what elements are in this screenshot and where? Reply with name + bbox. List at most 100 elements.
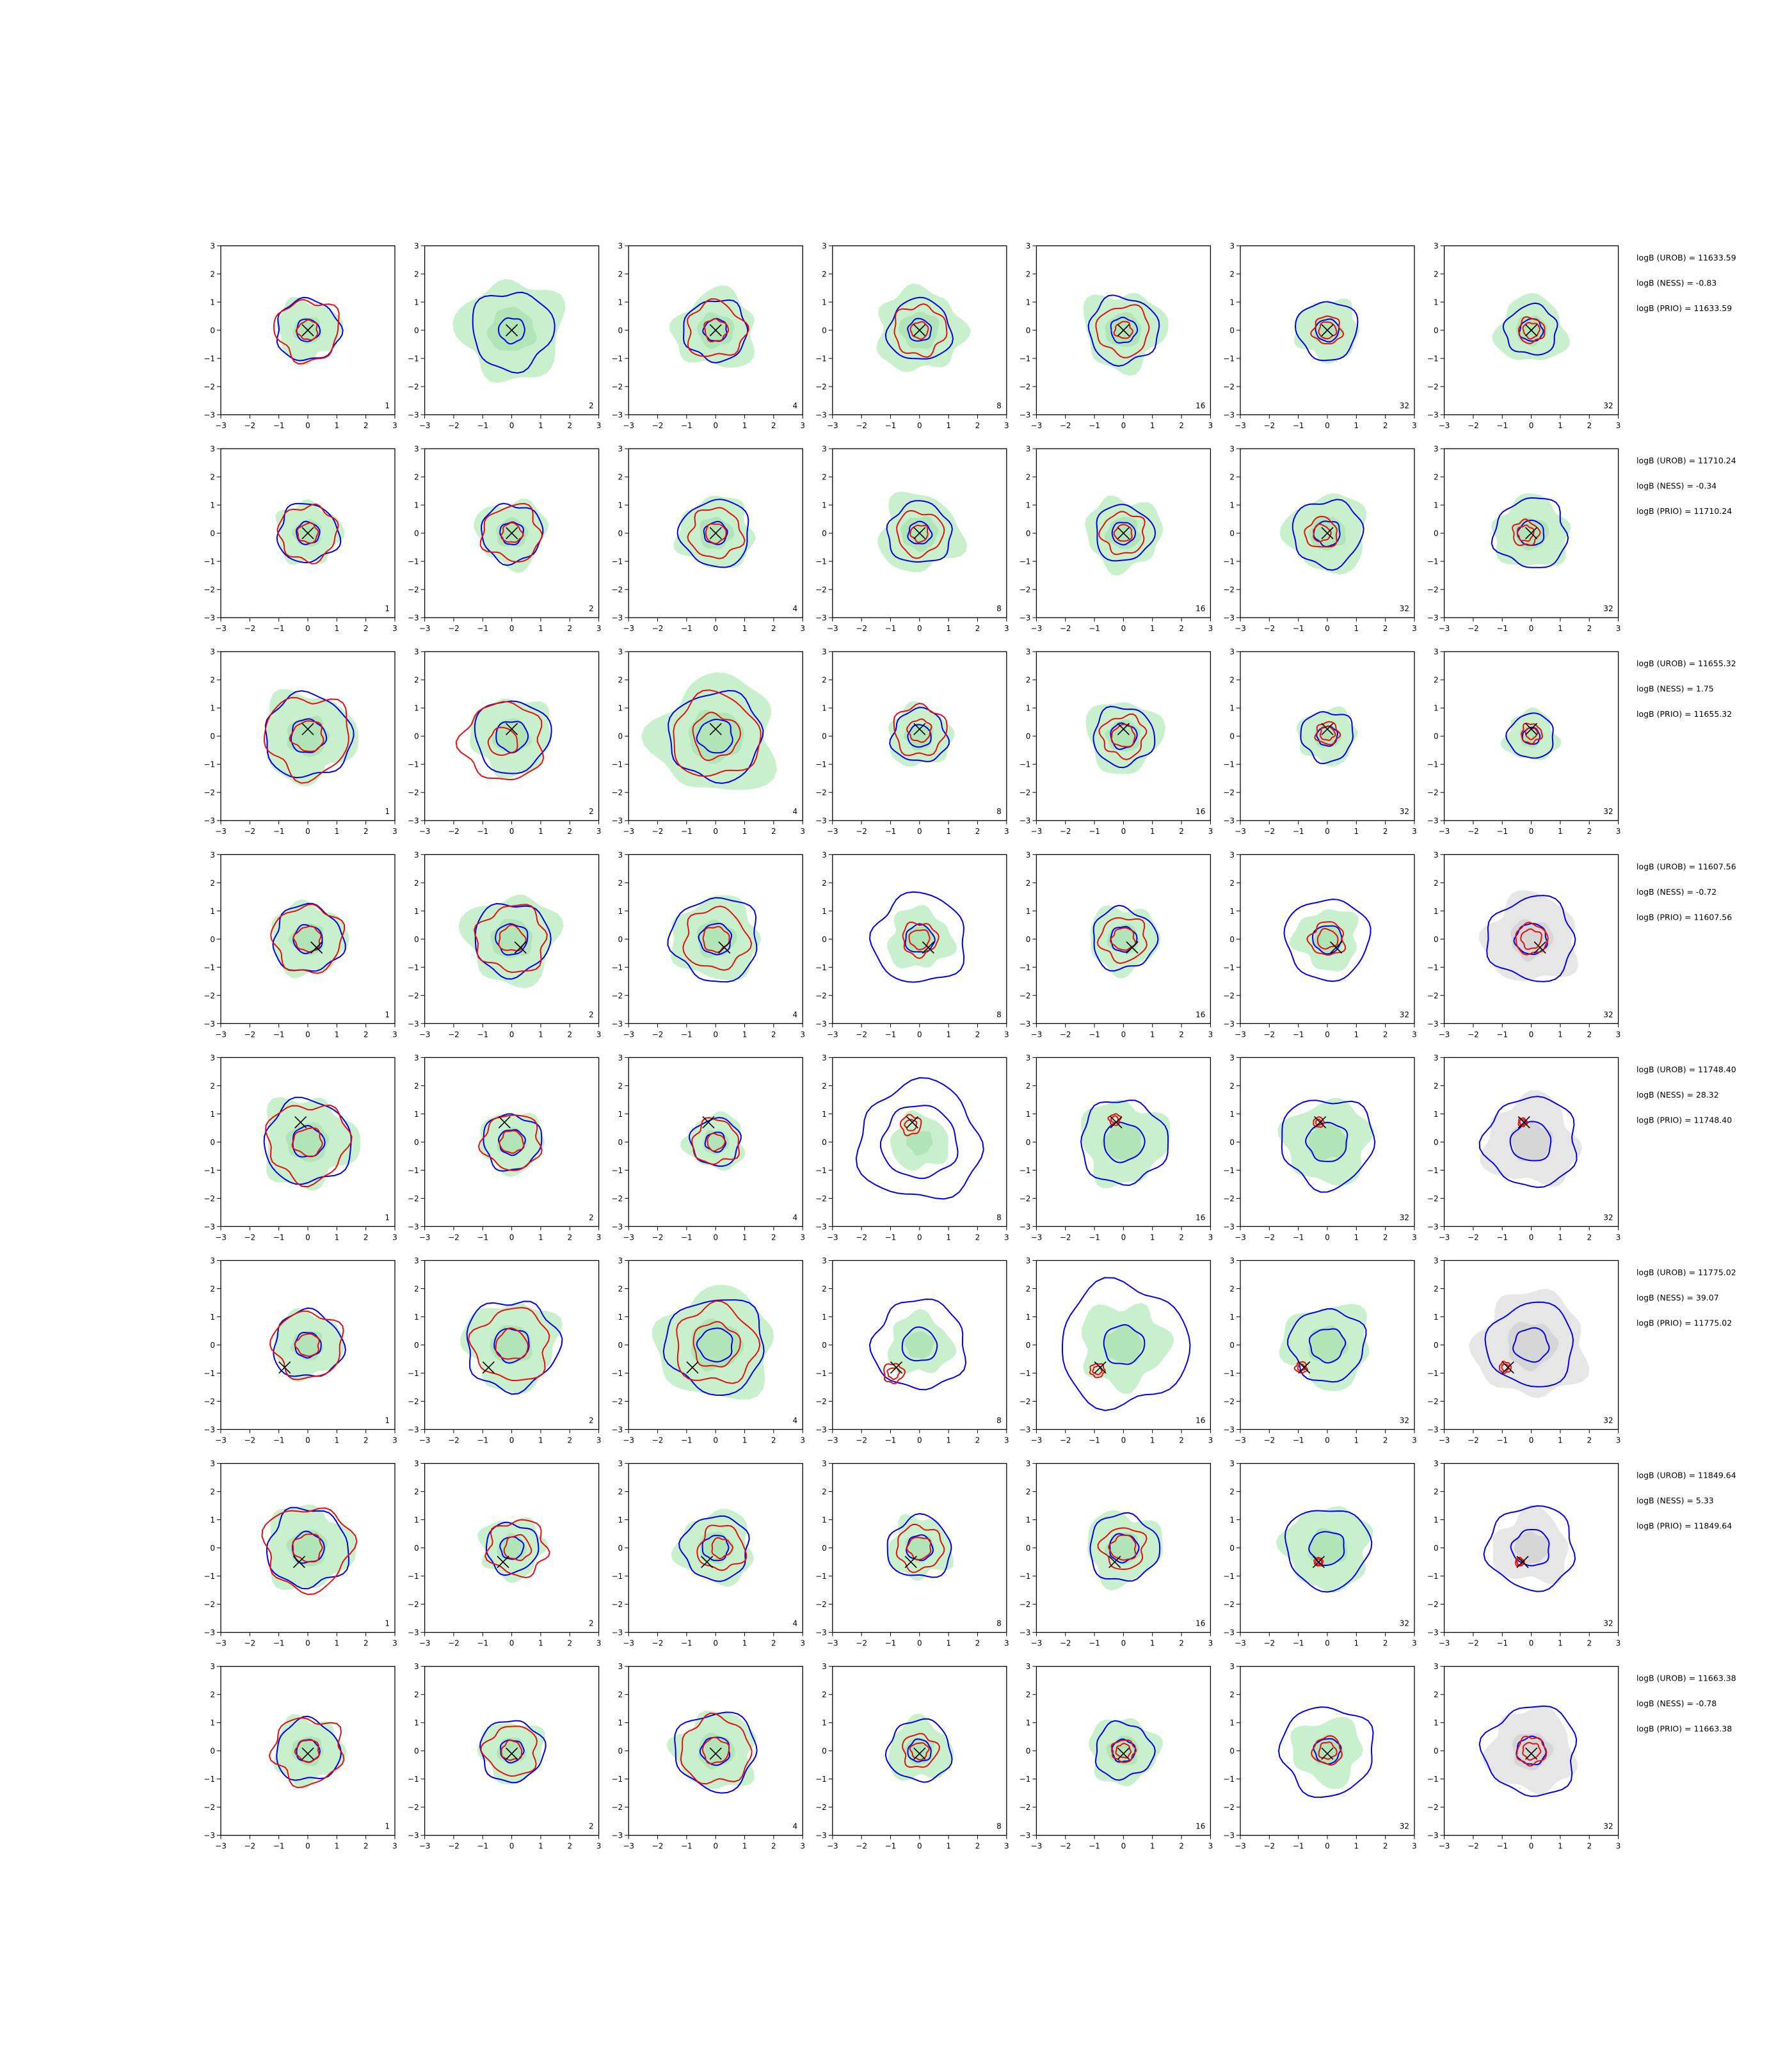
x-tick-label: 2 <box>975 1639 980 1648</box>
x-tick-label: −2 <box>856 1436 867 1445</box>
blue-contour-inner <box>498 317 525 345</box>
x-tick-label: −1 <box>477 1233 488 1242</box>
y-tick-label: 1 <box>1434 1516 1439 1524</box>
y-tick-label: −2 <box>204 1194 215 1203</box>
density-fill-inner <box>906 1130 933 1156</box>
y-tick-label: 3 <box>822 1053 827 1062</box>
panel-r4-c1: −3−3 −2 −2 −1 −1 0 0 1 1 2 2 3 3 1 <box>204 851 397 1039</box>
y-tick-label: 3 <box>1434 445 1439 454</box>
logb-text-ness: logB (NESS) = 28.32 <box>1636 1090 1719 1100</box>
x-tick-label: −2 <box>1263 1030 1275 1039</box>
logb-text-prio: logB (PRIO) = 11849.64 <box>1636 1521 1732 1531</box>
red-contour-inner <box>1313 524 1332 543</box>
x-tick-label: 1 <box>335 1436 340 1445</box>
density-fill-inner <box>1507 1322 1559 1372</box>
y-tick-label: 0 <box>210 326 215 335</box>
x-tick-label: 3 <box>596 1842 602 1851</box>
y-tick-label: −2 <box>1427 1803 1439 1812</box>
y-tick-label: 3 <box>1026 242 1031 251</box>
y-tick-label: 1 <box>822 501 827 510</box>
true-value-marker <box>701 1556 714 1569</box>
y-tick-label: 2 <box>1434 879 1439 888</box>
y-tick-label: 3 <box>618 1256 623 1265</box>
y-tick-label: 3 <box>822 1662 827 1671</box>
y-tick-label: 1 <box>618 501 623 510</box>
x-tick-label: −3 <box>827 1233 838 1242</box>
x-tick-label: 0 <box>509 827 515 836</box>
red-contour-outer <box>484 1519 550 1579</box>
x-tick-label: 3 <box>1208 1639 1213 1648</box>
true-value-marker <box>498 1116 511 1129</box>
logb-text-prio: logB (PRIO) = 11663.38 <box>1636 1724 1732 1734</box>
y-tick-label: 1 <box>210 298 215 307</box>
red-contour-outer <box>687 298 749 357</box>
x-tick-label: 2 <box>567 827 572 836</box>
blue-contour-outer <box>1080 1100 1169 1187</box>
y-tick-label: 2 <box>1434 1284 1439 1293</box>
blue-contour-outer <box>1505 712 1554 759</box>
y-tick-label: 3 <box>414 1053 419 1062</box>
blue-contour-outer <box>1283 899 1372 982</box>
y-tick-label: −2 <box>1427 991 1439 1000</box>
x-tick-label: 1 <box>1354 1842 1359 1851</box>
density-fill-inner <box>492 718 532 753</box>
x-tick-label: 0 <box>1121 1030 1126 1039</box>
blue-contour-outer <box>886 500 953 563</box>
x-tick-label: −3 <box>827 827 838 836</box>
x-tick-label: 3 <box>1208 624 1213 633</box>
blue-contour-inner <box>698 923 733 956</box>
y-tick-label: −3 <box>815 817 827 826</box>
panel-r6-c4: −3−3 −2 −2 −1 −1 0 0 1 1 2 2 3 3 8 <box>815 1256 1009 1445</box>
y-tick-label: −3 <box>1223 1831 1235 1840</box>
x-tick-label: 2 <box>364 1842 369 1851</box>
x-tick-label: 2 <box>975 1842 980 1851</box>
red-contour-outer <box>896 509 945 559</box>
y-tick-label: 3 <box>1026 445 1031 454</box>
panel-r5-c3: −3−3 −2 −2 −1 −1 0 0 1 1 2 2 3 3 4 <box>611 1053 805 1242</box>
red-contour-outer <box>1512 518 1541 547</box>
y-tick-label: 0 <box>822 1341 827 1350</box>
red-contour-outer <box>477 1114 543 1171</box>
y-tick-label: 2 <box>1229 1284 1235 1293</box>
x-tick-label: −1 <box>1089 624 1100 633</box>
y-tick-label: 2 <box>618 1284 623 1293</box>
panel-r6-c3: −3−3 −2 −2 −1 −1 0 0 1 1 2 2 3 3 4 <box>611 1256 805 1445</box>
blue-contour-outer <box>466 1300 563 1395</box>
x-tick-label: 0 <box>305 1842 310 1851</box>
x-tick-label: 1 <box>742 1639 748 1648</box>
y-tick-label: 2 <box>1229 1082 1235 1091</box>
x-tick-label: −2 <box>1468 421 1479 430</box>
x-tick-label: −1 <box>1496 1842 1508 1851</box>
x-tick-label: 3 <box>1616 1842 1621 1851</box>
y-tick-label: −3 <box>815 1222 827 1231</box>
red-contour-inner <box>1316 927 1339 950</box>
red-contour-inner <box>692 1321 741 1368</box>
y-tick-label: 2 <box>1434 1082 1439 1091</box>
x-tick-label: 0 <box>1325 1030 1330 1039</box>
y-tick-label: −2 <box>611 788 623 797</box>
x-tick-label: 3 <box>392 421 397 430</box>
blue-contour-inner <box>901 1326 938 1362</box>
true-value-marker <box>686 1361 699 1374</box>
x-tick-label: 0 <box>713 1030 718 1039</box>
x-tick-label: −2 <box>448 421 460 430</box>
panel-r6-c1: −3−3 −2 −2 −1 −1 0 0 1 1 2 2 3 3 1 <box>204 1256 397 1445</box>
y-tick-label: −2 <box>1427 1600 1439 1609</box>
x-tick-label: −2 <box>1263 1436 1275 1445</box>
panel-label: 2 <box>589 401 594 410</box>
x-tick-label: −1 <box>1496 421 1508 430</box>
y-tick-label: 1 <box>414 1516 419 1524</box>
x-tick-label: −3 <box>1439 421 1450 430</box>
blue-contour-outer <box>1292 499 1364 571</box>
x-tick-label: −2 <box>244 1842 255 1851</box>
panel-r2-c6: −3−3 −2 −2 −1 −1 0 0 1 1 2 2 3 3 32 <box>1223 445 1417 634</box>
x-tick-label: −3 <box>1031 827 1043 836</box>
x-tick-label: 0 <box>917 1030 922 1039</box>
y-tick-label: −2 <box>815 383 827 392</box>
panel-r5-c1: −3−3 −2 −2 −1 −1 0 0 1 1 2 2 3 3 1 <box>204 1053 397 1242</box>
y-tick-label: −3 <box>611 817 623 826</box>
y-tick-label: −2 <box>815 788 827 797</box>
blue-contour-inner <box>1510 1529 1550 1567</box>
panel-r4-c6: −3−3 −2 −2 −1 −1 0 0 1 1 2 2 3 3 32 <box>1223 851 1417 1039</box>
x-tick-label: −3 <box>623 827 634 836</box>
